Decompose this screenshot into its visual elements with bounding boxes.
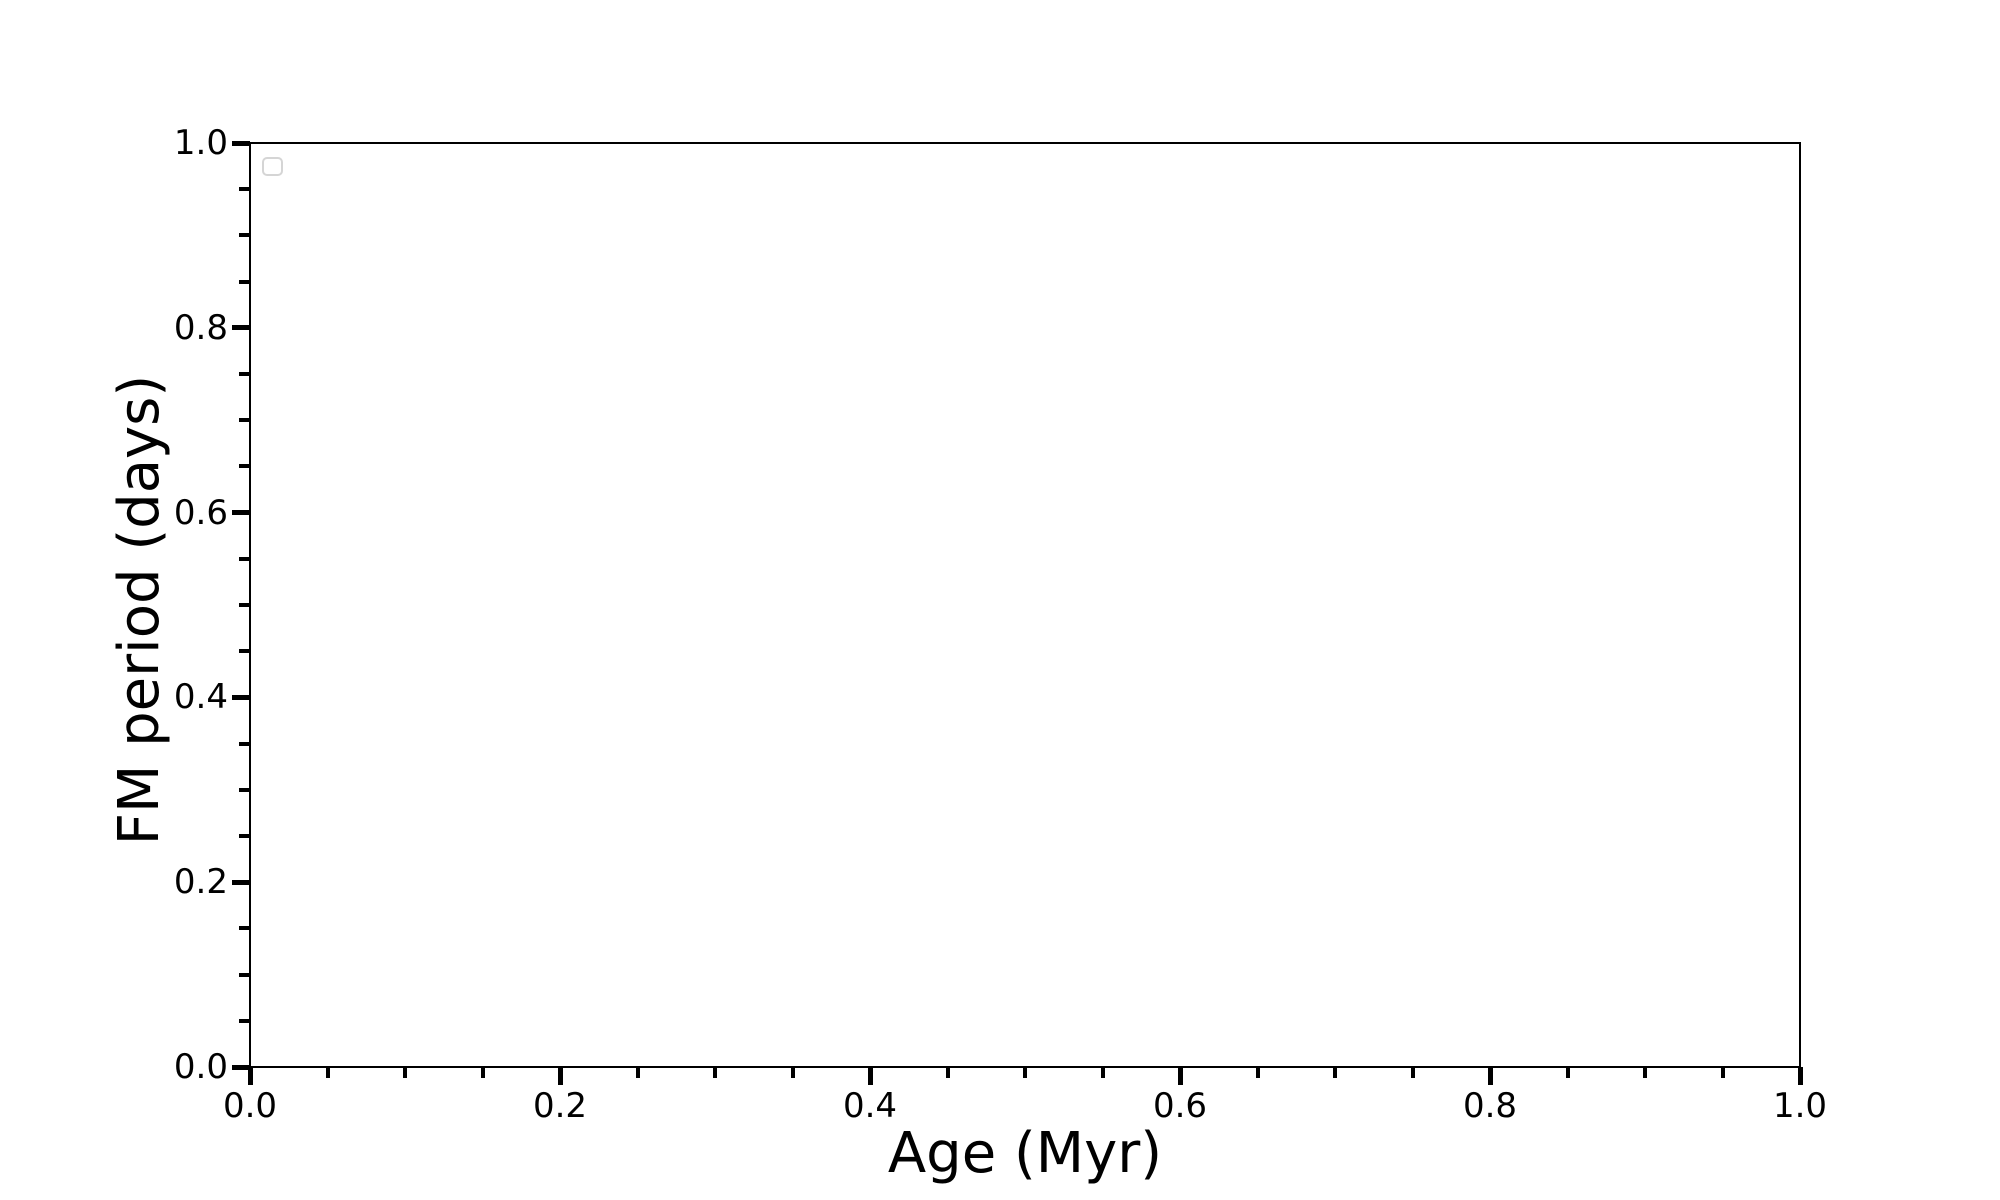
y-minor-tick (239, 649, 250, 654)
x-minor-tick (325, 1067, 330, 1078)
x-minor-tick (480, 1067, 485, 1078)
x-axis-label: Age (Myr) (887, 1121, 1163, 1186)
y-minor-tick (239, 603, 250, 607)
y-tick-label: 0.4 (173, 677, 228, 718)
y-minor-tick (239, 926, 250, 931)
x-minor-tick (1643, 1067, 1647, 1078)
x-major-tick (247, 1067, 253, 1085)
x-major-tick (1177, 1067, 1183, 1085)
x-tick-label: 0.2 (532, 1086, 588, 1126)
y-minor-tick (239, 1018, 250, 1023)
y-minor-tick (239, 464, 250, 469)
x-minor-tick (403, 1067, 407, 1078)
x-tick-label: 1.0 (1772, 1086, 1828, 1126)
x-major-tick (1487, 1067, 1493, 1085)
x-minor-tick (635, 1067, 640, 1078)
y-major-tick (232, 1064, 250, 1070)
y-minor-tick (239, 972, 250, 977)
y-tick-label: 0.0 (173, 1047, 228, 1087)
x-minor-tick (790, 1067, 795, 1078)
y-major-tick (232, 325, 250, 331)
x-major-tick (1797, 1067, 1803, 1085)
y-minor-tick (239, 787, 250, 792)
y-minor-tick (239, 233, 250, 238)
y-axis-label: FM period (days) (107, 374, 172, 846)
y-minor-tick (239, 834, 250, 838)
y-tick-label: 0.6 (173, 492, 228, 533)
y-tick-label: 0.8 (173, 307, 228, 348)
y-minor-tick (239, 372, 250, 376)
y-major-tick (232, 140, 250, 146)
y-major-tick (232, 510, 250, 516)
legend-box (262, 157, 283, 176)
y-minor-tick (239, 556, 250, 561)
x-minor-tick (1565, 1067, 1570, 1078)
y-tick-label: 0.2 (173, 862, 228, 903)
y-tick-label: 1.0 (173, 123, 228, 163)
plot-area (249, 142, 1801, 1068)
x-tick-label: 0.8 (1462, 1086, 1518, 1126)
x-major-tick (557, 1067, 563, 1085)
y-minor-tick (239, 418, 250, 423)
x-major-tick (867, 1067, 873, 1085)
y-major-tick (232, 694, 250, 700)
x-minor-tick (1410, 1067, 1415, 1078)
x-minor-tick (1100, 1067, 1105, 1078)
x-minor-tick (713, 1067, 717, 1078)
x-minor-tick (1333, 1067, 1337, 1078)
x-tick-label: 0.4 (842, 1086, 898, 1126)
x-tick-label: 0.0 (222, 1086, 278, 1126)
y-minor-tick (239, 187, 250, 192)
x-tick-label: 0.6 (1152, 1086, 1208, 1126)
y-minor-tick (239, 279, 250, 284)
y-major-tick (232, 879, 250, 885)
x-minor-tick (1255, 1067, 1260, 1078)
x-minor-tick (1720, 1067, 1725, 1078)
x-minor-tick (945, 1067, 950, 1078)
x-minor-tick (1023, 1067, 1027, 1078)
y-minor-tick (239, 741, 250, 746)
